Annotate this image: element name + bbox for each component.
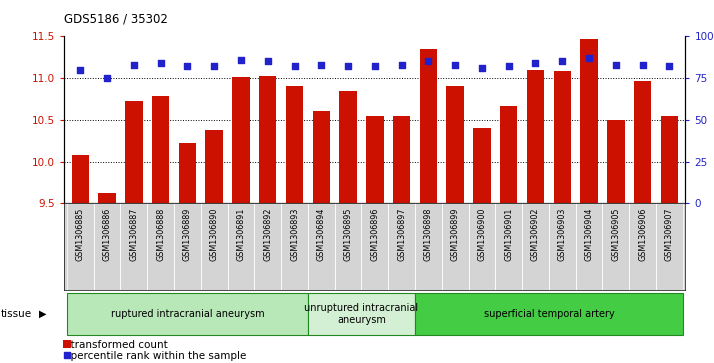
Text: GSM1306890: GSM1306890: [210, 208, 218, 261]
Point: [423, 58, 434, 64]
Text: GSM1306885: GSM1306885: [76, 208, 85, 261]
Text: GSM1306892: GSM1306892: [263, 208, 272, 261]
FancyBboxPatch shape: [415, 293, 683, 335]
Point: [111, 311, 122, 317]
Text: GSM1306894: GSM1306894: [317, 208, 326, 261]
Bar: [286, 86, 303, 203]
Point: [369, 64, 381, 69]
Point: [181, 64, 193, 69]
FancyBboxPatch shape: [67, 293, 308, 335]
Point: [663, 64, 675, 69]
Text: GSM1306903: GSM1306903: [558, 208, 567, 261]
Bar: [125, 101, 143, 203]
Point: [316, 62, 327, 68]
Text: GSM1306897: GSM1306897: [397, 208, 406, 261]
Bar: [313, 111, 330, 203]
Point: [530, 60, 541, 66]
Text: GSM1306902: GSM1306902: [531, 208, 540, 261]
Text: GSM1306887: GSM1306887: [129, 208, 139, 261]
Point: [556, 58, 568, 64]
FancyBboxPatch shape: [308, 293, 415, 335]
Text: GSM1306900: GSM1306900: [478, 208, 486, 261]
Text: GSM1306891: GSM1306891: [236, 208, 246, 261]
Text: GSM1306904: GSM1306904: [585, 208, 593, 261]
Bar: [152, 97, 169, 203]
Bar: [420, 49, 437, 203]
Text: GSM1306896: GSM1306896: [371, 208, 379, 261]
Point: [155, 60, 166, 66]
Bar: [259, 76, 276, 203]
Bar: [339, 91, 357, 203]
Point: [235, 57, 247, 62]
Text: GSM1306889: GSM1306889: [183, 208, 192, 261]
Bar: [366, 115, 383, 203]
Text: tissue: tissue: [1, 309, 32, 319]
Point: [503, 64, 514, 69]
Text: superficial temporal artery: superficial temporal artery: [483, 309, 614, 319]
Text: GSM1306888: GSM1306888: [156, 208, 165, 261]
Bar: [178, 143, 196, 203]
Bar: [634, 81, 651, 203]
Point: [208, 64, 220, 69]
Bar: [473, 128, 491, 203]
Bar: [446, 86, 464, 203]
Text: GSM1306895: GSM1306895: [343, 208, 353, 261]
Bar: [206, 130, 223, 203]
Text: GSM1306907: GSM1306907: [665, 208, 674, 261]
Text: unruptured intracranial
aneurysm: unruptured intracranial aneurysm: [304, 303, 418, 325]
Point: [74, 67, 86, 73]
Bar: [71, 155, 89, 203]
Text: GSM1306899: GSM1306899: [451, 208, 460, 261]
Text: GSM1306901: GSM1306901: [504, 208, 513, 261]
Bar: [500, 106, 518, 203]
Bar: [607, 120, 625, 203]
Point: [342, 64, 353, 69]
Text: GSM1306893: GSM1306893: [290, 208, 299, 261]
Point: [476, 65, 488, 71]
Text: GSM1306906: GSM1306906: [638, 208, 647, 261]
Point: [128, 62, 139, 68]
Text: percentile rank within the sample: percentile rank within the sample: [64, 351, 246, 361]
Point: [101, 75, 113, 81]
Text: GDS5186 / 35302: GDS5186 / 35302: [64, 12, 168, 25]
Bar: [660, 117, 678, 203]
Text: ruptured intracranial aneurysm: ruptured intracranial aneurysm: [111, 309, 264, 319]
Text: GSM1306905: GSM1306905: [611, 208, 620, 261]
Point: [288, 64, 300, 69]
Point: [449, 62, 461, 68]
Bar: [553, 72, 571, 203]
Text: ▶: ▶: [39, 309, 46, 319]
Bar: [232, 77, 250, 203]
Bar: [527, 70, 544, 203]
Text: GSM1306886: GSM1306886: [103, 208, 111, 261]
Text: GSM1306898: GSM1306898: [424, 208, 433, 261]
Bar: [393, 117, 411, 203]
Point: [396, 62, 407, 68]
Point: [583, 55, 595, 61]
Bar: [580, 39, 598, 203]
Point: [637, 62, 648, 68]
Point: [610, 62, 621, 68]
Text: transformed count: transformed count: [64, 340, 168, 350]
Point: [262, 58, 273, 64]
Bar: [99, 193, 116, 203]
